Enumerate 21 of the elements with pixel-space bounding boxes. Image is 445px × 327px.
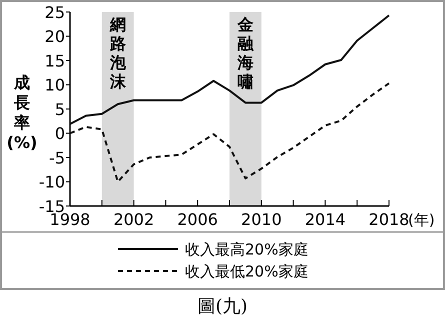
x-tick-label: 2006 — [177, 210, 218, 229]
y-tick-label: 20 — [44, 27, 65, 46]
x-tick-label: 2002 — [113, 210, 154, 229]
y-tick-label: -5 — [49, 148, 65, 168]
y-tick-label: 25 — [44, 2, 65, 22]
x-tick-label: 2010 — [241, 210, 282, 229]
x-tick-label: 2018 — [368, 210, 410, 229]
y-tick-label: 10 — [44, 76, 65, 95]
y-tick-label: 5 — [54, 100, 65, 119]
x-axis-title: (年) — [408, 211, 435, 229]
y-axis-title: 成長率(%) — [6, 73, 38, 152]
legend-label: 收入最低20%家庭 — [185, 262, 308, 280]
y-tick-label: 0 — [54, 124, 65, 144]
band-label: 網路泡沫 — [108, 15, 127, 91]
text: 圖(九) — [197, 296, 248, 317]
band-label: 金融海嘯 — [236, 15, 254, 91]
x-tick-label: 2014 — [304, 210, 346, 229]
y-tick-label: 15 — [44, 51, 65, 70]
y-tick-label: -10 — [38, 172, 65, 192]
legend-label: 收入最高20%家庭 — [185, 240, 308, 258]
line-series — [69, 14, 390, 126]
